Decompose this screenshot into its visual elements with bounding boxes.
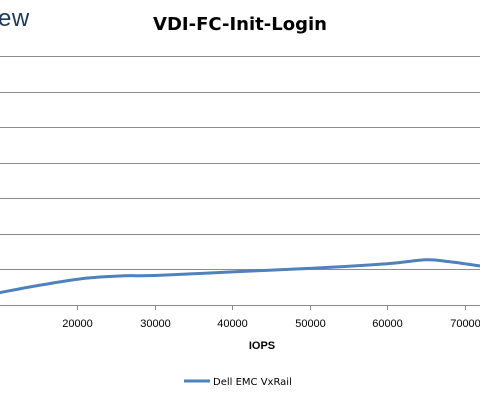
x-tick-label-70000: 70000 xyxy=(450,318,480,330)
chart-title: VDI-FC-Init-Login xyxy=(153,14,327,35)
brand-logo-text: ew xyxy=(0,5,30,32)
legend: Dell EMC VxRail xyxy=(184,377,292,388)
x-tick-label-60000: 60000 xyxy=(372,318,403,330)
x-axis-ticks: 20000 30000 40000 50000 60000 70000 xyxy=(62,305,480,330)
series-layer xyxy=(0,258,480,295)
series-line-0 xyxy=(0,258,480,295)
x-tick-label-50000: 50000 xyxy=(295,318,326,330)
legend-entry-label: Dell EMC VxRail xyxy=(213,377,292,388)
x-axis-title: IOPS xyxy=(249,340,275,352)
x-tick-label-30000: 30000 xyxy=(140,318,171,330)
gridlines xyxy=(0,56,480,270)
x-tick-label-40000: 40000 xyxy=(217,318,248,330)
x-tick-label-20000: 20000 xyxy=(62,318,93,330)
